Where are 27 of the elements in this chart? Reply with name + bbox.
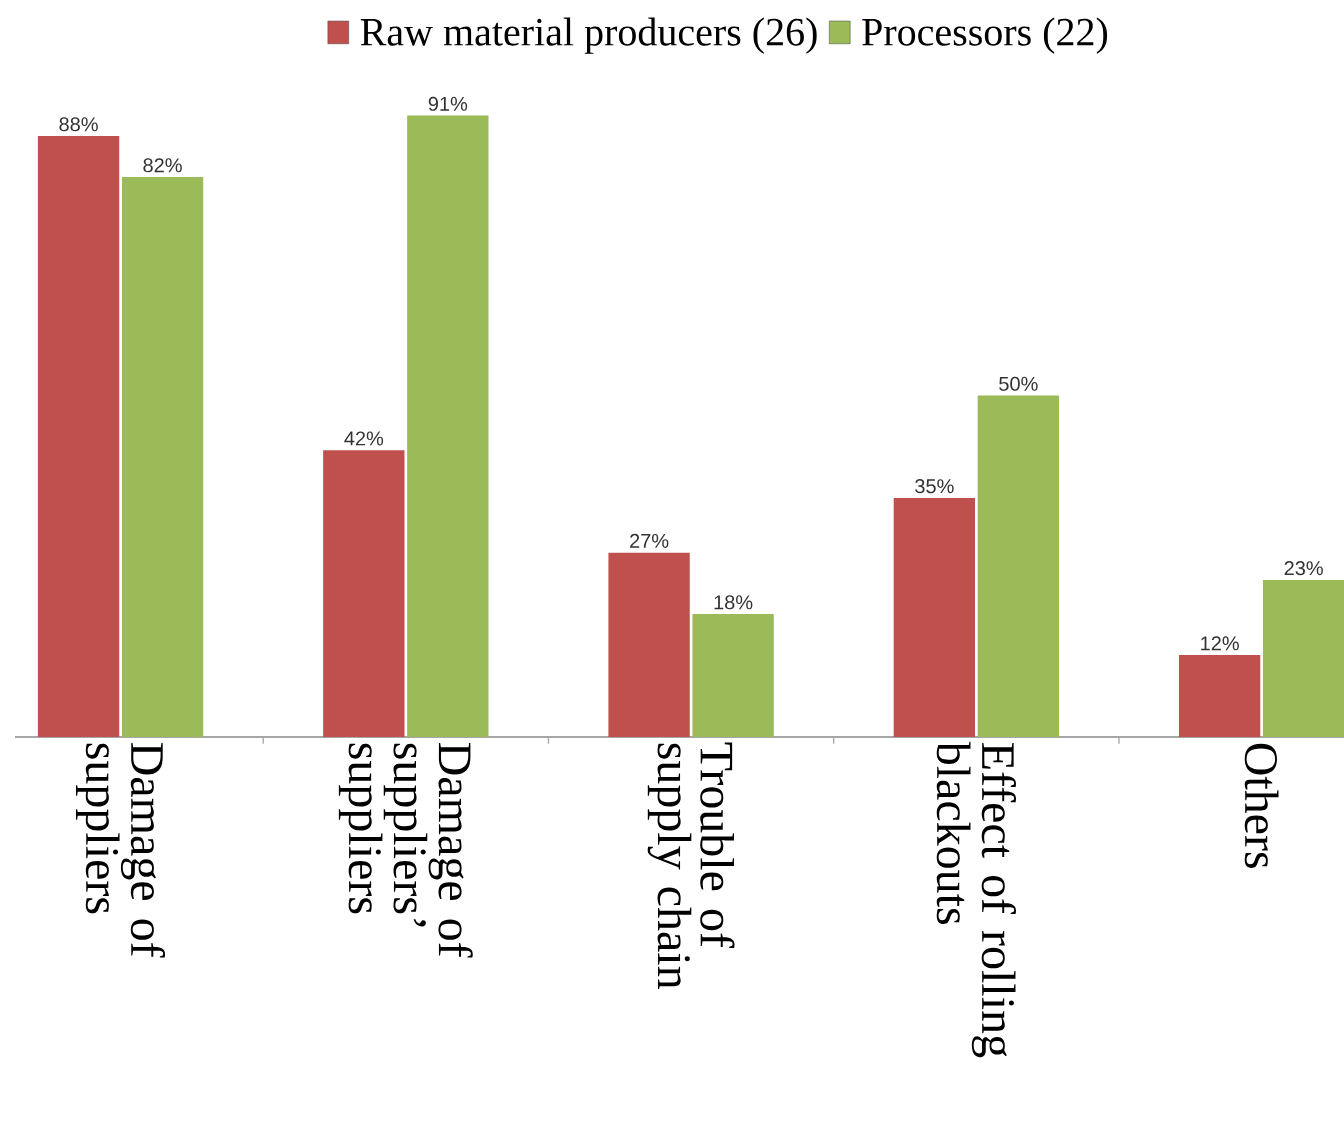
x-tick-label: Effect of rolling blackouts [936, 741, 1016, 1058]
bar [692, 614, 774, 737]
bar [1178, 655, 1261, 737]
bar [121, 177, 204, 737]
data-label: 18% [714, 595, 753, 610]
data-label: 42% [344, 431, 384, 446]
legend-label: Raw material producers (26) [360, 17, 817, 54]
bar [1262, 579, 1344, 737]
bar [407, 115, 489, 737]
bar [608, 552, 690, 737]
data-label: 23% [1284, 561, 1323, 576]
data-label: 82% [143, 158, 182, 173]
data-label: 88% [59, 117, 98, 132]
data-label: 35% [915, 479, 954, 494]
data-label: 50% [999, 376, 1038, 391]
bar [37, 136, 120, 737]
bar [893, 497, 976, 737]
data-label: 27% [630, 533, 669, 548]
x-tick-label: Damage of suppliers [76, 743, 166, 958]
bar [323, 450, 405, 737]
data-label: 12% [1201, 636, 1239, 651]
bar [977, 395, 1060, 737]
x-tick-label: Others [1244, 743, 1279, 868]
x-tick-label: Damage of suppliers’ suppliers [338, 743, 473, 958]
data-label: 91% [428, 96, 468, 111]
x-tick-label: Trouble of supply chain [647, 742, 735, 989]
legend-label: Processors (22) [862, 17, 1108, 54]
